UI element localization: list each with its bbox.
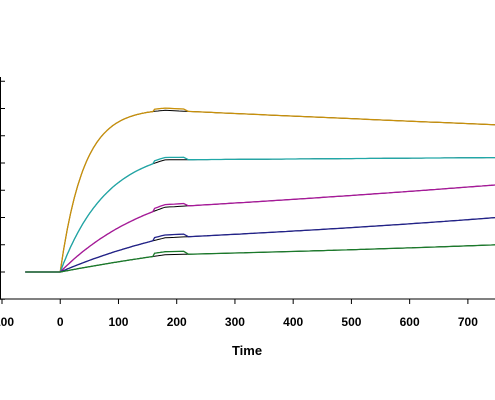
x-tick-label: 200: [167, 315, 187, 329]
fit-series-3: [25, 184, 495, 273]
x-tick-label: 500: [341, 315, 361, 329]
x-axis-title: Time: [232, 343, 262, 358]
axes: [0, 77, 495, 300]
x-tick-label: 0: [57, 315, 64, 329]
x-tick-label: 600: [400, 315, 420, 329]
ticks: -100 0 100 200 300 400 500 600 700: [0, 80, 478, 329]
data-series-4: [25, 217, 495, 273]
data-series-1: [25, 107, 495, 273]
data-series-2: [25, 156, 495, 273]
fit-series-4: [25, 217, 495, 273]
data-series-5: [25, 244, 495, 273]
x-tick-label: 100: [108, 315, 128, 329]
data-series-3: [25, 184, 495, 273]
x-tick-label: 700: [458, 315, 478, 329]
x-tick-label: 300: [225, 315, 245, 329]
x-tick-label: 400: [283, 315, 303, 329]
x-tick-label: -100: [0, 315, 14, 329]
data-lines: [25, 107, 495, 273]
fit-series-2: [25, 157, 495, 273]
